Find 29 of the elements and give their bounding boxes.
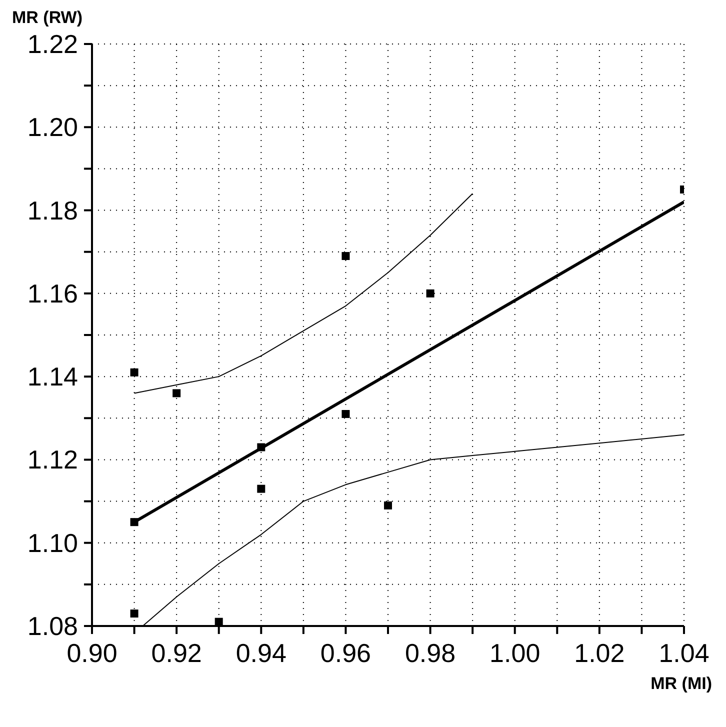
point [214, 618, 223, 626]
y-tick-label: 1.16 [27, 278, 78, 308]
x-tick-label: 1.00 [490, 638, 540, 668]
point [342, 252, 350, 260]
x-tick-label: 0.94 [236, 638, 286, 668]
y-tick-label: 1.20 [27, 112, 78, 142]
y-tick-label: 1.18 [27, 195, 78, 226]
x-tick-label: 0.98 [404, 638, 456, 668]
x-tick-label: 0.96 [320, 638, 372, 668]
point [130, 610, 138, 618]
x-axis-title: MR (MI) [650, 674, 713, 694]
point [384, 501, 392, 510]
y-axis-title: MR (RW) [11, 8, 84, 29]
point [257, 443, 266, 452]
y-tick-label: 1.22 [27, 29, 78, 59]
y-tick-label: 1.08 [27, 611, 78, 641]
y-tick-label: 1.10 [27, 528, 78, 558]
point [130, 368, 138, 376]
x-tick-label: 0.90 [66, 638, 118, 668]
point [172, 389, 181, 398]
x-tick-label: 1.02 [574, 638, 625, 668]
y-tick-label: 1.12 [27, 444, 78, 475]
point [257, 484, 266, 493]
x-tick-label: 1.04 [658, 638, 710, 668]
point [342, 410, 350, 418]
y-tick-label: 1.14 [27, 362, 78, 392]
x-tick-label: 0.92 [151, 638, 202, 668]
point [426, 289, 434, 298]
point [130, 518, 138, 526]
